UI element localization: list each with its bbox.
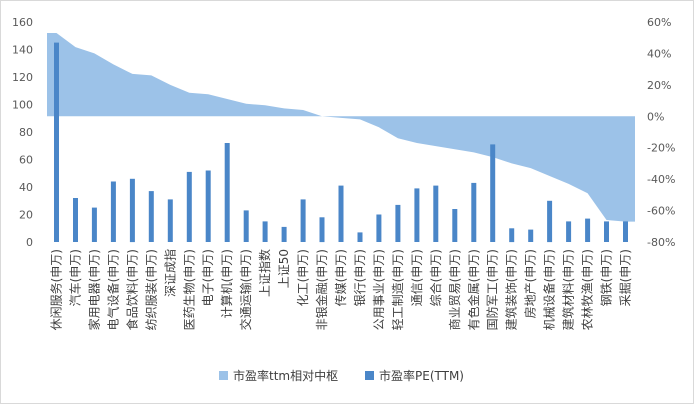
left-tick-label: 20 <box>19 209 33 222</box>
left-tick-label: 120 <box>12 71 33 84</box>
area-layer <box>47 33 635 222</box>
bar <box>623 221 628 242</box>
bar <box>319 217 325 243</box>
x-tick-label: 采掘(申万) <box>618 249 633 306</box>
left-tick-label: 100 <box>12 99 33 112</box>
legend: 市盈率ttm相对中枢 市盈率PE(TTM) <box>219 368 464 383</box>
bar <box>205 170 211 242</box>
x-tick-label: 银行(申万) <box>353 249 367 306</box>
x-tick-label: 商业贸易(申万) <box>447 249 462 330</box>
x-tick-label: 农林牧渔(申万) <box>581 249 595 330</box>
right-tick-label: -20% <box>647 142 675 155</box>
left-tick-label: 140 <box>12 44 33 57</box>
x-tick-label: 上证50 <box>277 249 291 288</box>
left-tick-label: 160 <box>12 16 33 29</box>
x-tick-label: 房地产(申万) <box>523 249 538 318</box>
x-tick-label: 公用事业(申万) <box>372 249 386 330</box>
right-tick-label: 0% <box>647 110 664 123</box>
x-tick-label: 综合(申万) <box>428 249 443 306</box>
left-tick-label: 0 <box>26 236 33 249</box>
bar <box>395 204 401 242</box>
bar <box>91 207 97 242</box>
x-tick-label: 家用电器(申万) <box>86 249 101 330</box>
x-tick-label: 钢铁(申万) <box>600 249 614 306</box>
x-tick-label: 建筑材料(申万) <box>561 249 576 330</box>
bar <box>604 221 609 242</box>
bar <box>357 232 363 242</box>
bar-layer <box>54 42 628 243</box>
bar <box>262 221 268 242</box>
legend-label-area: 市盈率ttm相对中枢 <box>233 368 338 383</box>
left-tick-label: 80 <box>19 126 33 139</box>
left-axis-ticks: 0 20 40 60 80 100 120 140 160 <box>12 16 33 249</box>
bar <box>528 229 534 242</box>
bar <box>547 200 553 243</box>
bar <box>471 182 477 242</box>
bar <box>566 221 572 242</box>
bar <box>110 181 116 242</box>
x-axis-labels: 休闲服务(申万) 汽车(申万) 家用电器(申万) 电气设备(申万) 食品饮料(申万) 纺织… <box>49 249 633 330</box>
bar <box>186 171 192 242</box>
right-axis-ticks: -80% -60% -40% -20% 0% 20% 40% 60% <box>647 16 675 249</box>
bar <box>224 143 230 242</box>
legend-swatch-area <box>219 371 228 380</box>
bar <box>300 199 306 242</box>
x-tick-label: 通信(申万) <box>410 249 424 306</box>
bar <box>585 218 591 242</box>
x-tick-label: 深证成指 <box>162 249 177 297</box>
bar <box>243 210 249 242</box>
x-tick-label: 纺织服装(申万) <box>144 249 158 330</box>
bar <box>338 185 344 242</box>
right-tick-label: -60% <box>647 205 675 218</box>
x-tick-label: 电子(申万) <box>201 249 215 306</box>
right-tick-label: 20% <box>647 79 671 92</box>
bar <box>73 198 78 242</box>
x-tick-label: 汽车(申万) <box>68 249 83 306</box>
bar <box>54 42 59 242</box>
x-tick-label: 上证指数 <box>257 249 272 297</box>
x-tick-label: 非银金融(申万) <box>314 249 329 330</box>
x-tick-label: 交通运输(申万) <box>238 249 253 330</box>
bar <box>129 178 135 243</box>
left-tick-label: 60 <box>19 154 33 167</box>
bar <box>490 144 496 242</box>
x-tick-label: 国防军工(申万) <box>485 249 500 330</box>
x-tick-label: 机械设备(申万) <box>542 249 557 330</box>
legend-swatch-bar <box>365 371 374 380</box>
x-tick-label: 化工(申万) <box>296 249 310 306</box>
bar <box>281 226 287 242</box>
x-tick-label: 电气设备(申万) <box>105 249 120 330</box>
x-tick-label: 有色金属(申万) <box>466 249 481 330</box>
right-tick-label: -80% <box>647 236 675 249</box>
x-tick-label: 医药生物(申万) <box>182 249 196 330</box>
x-tick-label: 食品饮料(申万) <box>124 249 139 330</box>
bar <box>509 228 515 243</box>
right-tick-label: 40% <box>647 47 671 60</box>
x-tick-label: 传媒(申万) <box>333 249 348 306</box>
right-tick-label: 60% <box>647 16 671 29</box>
x-tick-label: 轻工制造(申万) <box>391 249 405 330</box>
x-tick-label: 休闲服务(申万) <box>49 249 64 330</box>
left-tick-label: 40 <box>19 181 33 194</box>
x-tick-label: 建筑装饰(申万) <box>504 249 519 330</box>
bar <box>414 188 420 242</box>
area-series <box>47 33 635 222</box>
bar <box>167 199 173 242</box>
x-tick-label: 计算机(申万) <box>219 249 234 318</box>
bar <box>452 209 458 242</box>
legend-label-bar: 市盈率PE(TTM) <box>379 368 464 383</box>
bar <box>376 214 382 242</box>
bar <box>433 185 439 242</box>
bar <box>148 191 154 242</box>
right-tick-label: -40% <box>647 173 675 186</box>
